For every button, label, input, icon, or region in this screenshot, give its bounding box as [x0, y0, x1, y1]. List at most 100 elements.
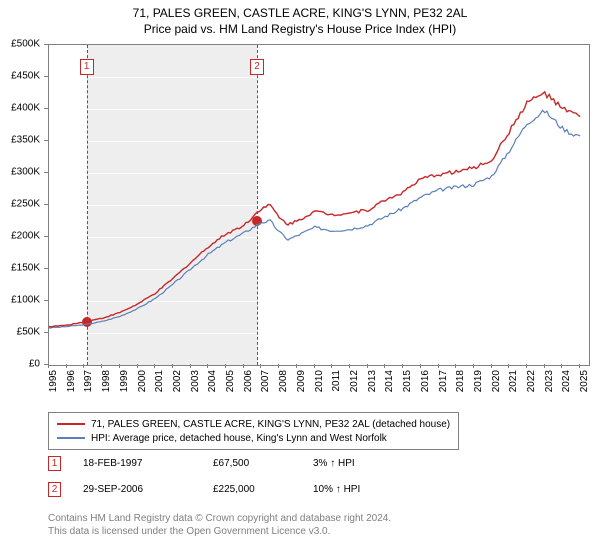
legend-swatch [57, 437, 85, 439]
xtick-label: 2000 [137, 370, 148, 410]
xtick-mark [243, 364, 244, 368]
footer-line1: Contains HM Land Registry data © Crown c… [48, 512, 391, 525]
xtick-label: 2024 [561, 370, 572, 410]
xtick-label: 2021 [508, 370, 519, 410]
xtick-label: 2002 [172, 370, 183, 410]
ytick-mark [44, 236, 48, 237]
ytick-label: £150K [0, 263, 40, 274]
xtick-label: 2019 [473, 370, 484, 410]
xtick-mark [455, 364, 456, 368]
footer-line2: This data is licensed under the Open Gov… [48, 525, 391, 538]
sale-price: £225,000 [213, 484, 313, 495]
xtick-label: 2012 [349, 370, 360, 410]
xtick-mark [48, 364, 49, 368]
xtick-label: 1998 [101, 370, 112, 410]
title-line1: 71, PALES GREEN, CASTLE ACRE, KING'S LYN… [0, 6, 600, 20]
xtick-label: 2023 [544, 370, 555, 410]
ytick-mark [44, 300, 48, 301]
chart-title-block: 71, PALES GREEN, CASTLE ACRE, KING'S LYN… [0, 0, 600, 36]
series-svg [49, 45, 589, 365]
xtick-mark [579, 364, 580, 368]
ytick-label: £200K [0, 231, 40, 242]
xtick-mark [561, 364, 562, 368]
xtick-mark [260, 364, 261, 368]
xtick-label: 2016 [420, 370, 431, 410]
ytick-label: £0 [0, 359, 40, 370]
xtick-label: 2022 [526, 370, 537, 410]
title-line2: Price paid vs. HM Land Registry's House … [0, 22, 600, 36]
xtick-mark [296, 364, 297, 368]
ytick-mark [44, 140, 48, 141]
xtick-mark [207, 364, 208, 368]
ytick-mark [44, 332, 48, 333]
xtick-label: 2025 [579, 370, 590, 410]
xtick-label: 2013 [367, 370, 378, 410]
xtick-label: 1997 [83, 370, 94, 410]
xtick-mark [190, 364, 191, 368]
ytick-label: £50K [0, 327, 40, 338]
xtick-label: 2014 [384, 370, 395, 410]
ytick-mark [44, 76, 48, 77]
ytick-mark [44, 172, 48, 173]
xtick-label: 2018 [455, 370, 466, 410]
ytick-mark [44, 44, 48, 45]
xtick-label: 2008 [278, 370, 289, 410]
legend-label: 71, PALES GREEN, CASTLE ACRE, KING'S LYN… [91, 419, 450, 430]
xtick-mark [473, 364, 474, 368]
sale-hpi: 10% ↑ HPI [313, 484, 360, 495]
xtick-mark [491, 364, 492, 368]
sale-hpi: 3% ↑ HPI [313, 458, 355, 469]
xtick-mark [314, 364, 315, 368]
xtick-label: 2017 [438, 370, 449, 410]
xtick-mark [349, 364, 350, 368]
ytick-mark [44, 204, 48, 205]
xtick-label: 2006 [243, 370, 254, 410]
ytick-label: £250K [0, 199, 40, 210]
sale-row: 229-SEP-2006£225,00010% ↑ HPI [48, 482, 360, 497]
xtick-mark [526, 364, 527, 368]
xtick-mark [544, 364, 545, 368]
xtick-label: 2004 [207, 370, 218, 410]
xtick-label: 2003 [190, 370, 201, 410]
ytick-mark [44, 268, 48, 269]
ytick-label: £350K [0, 135, 40, 146]
xtick-mark [402, 364, 403, 368]
plot-area: 12 [48, 44, 590, 366]
legend-row: 71, PALES GREEN, CASTLE ACRE, KING'S LYN… [57, 417, 450, 431]
xtick-label: 2005 [225, 370, 236, 410]
xtick-label: 2015 [402, 370, 413, 410]
xtick-label: 2007 [260, 370, 271, 410]
xtick-mark [83, 364, 84, 368]
xtick-mark [119, 364, 120, 368]
sale-marker-box: 1 [48, 456, 61, 471]
xtick-label: 1995 [48, 370, 59, 410]
ytick-mark [44, 108, 48, 109]
xtick-label: 1996 [66, 370, 77, 410]
xtick-label: 2001 [154, 370, 165, 410]
xtick-mark [420, 364, 421, 368]
xtick-mark [66, 364, 67, 368]
xtick-mark [154, 364, 155, 368]
ytick-label: £100K [0, 295, 40, 306]
legend-label: HPI: Average price, detached house, King… [91, 433, 387, 444]
xtick-mark [438, 364, 439, 368]
sale-date: 18-FEB-1997 [83, 458, 213, 469]
xtick-label: 2020 [491, 370, 502, 410]
sale-price: £67,500 [213, 458, 313, 469]
xtick-mark [101, 364, 102, 368]
xtick-mark [172, 364, 173, 368]
xtick-mark [384, 364, 385, 368]
xtick-mark [367, 364, 368, 368]
xtick-mark [137, 364, 138, 368]
xtick-label: 2009 [296, 370, 307, 410]
xtick-mark [278, 364, 279, 368]
xtick-label: 2010 [314, 370, 325, 410]
xtick-mark [225, 364, 226, 368]
legend-row: HPI: Average price, detached house, King… [57, 431, 450, 445]
xtick-mark [508, 364, 509, 368]
ytick-label: £500K [0, 39, 40, 50]
series-price_paid [49, 92, 580, 327]
ytick-label: £450K [0, 71, 40, 82]
ytick-label: £300K [0, 167, 40, 178]
footer: Contains HM Land Registry data © Crown c… [48, 512, 391, 538]
